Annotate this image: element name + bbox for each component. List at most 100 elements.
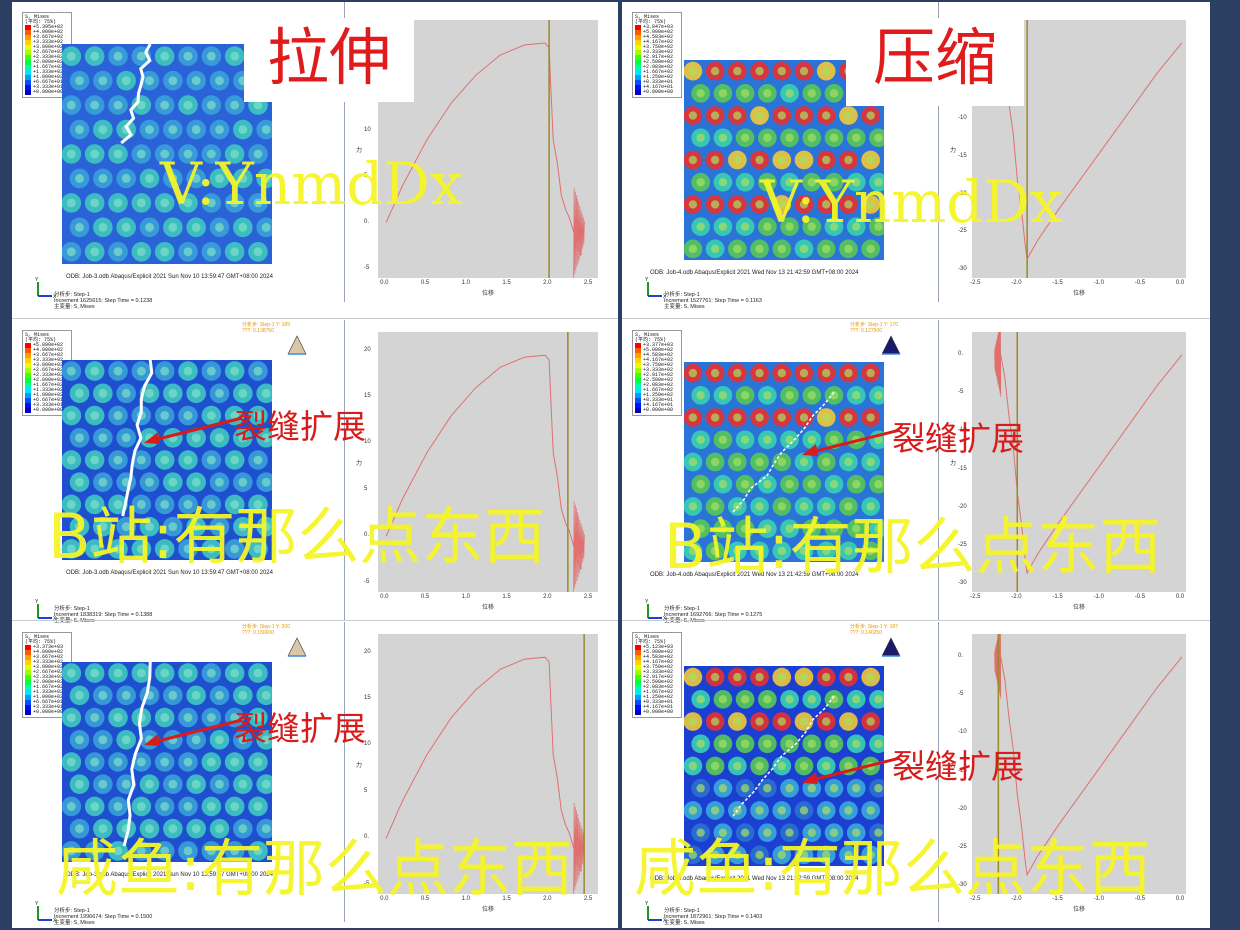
- legend-value: +3.847e+03: [643, 24, 674, 31]
- legend-row: +3.333e+02: [25, 358, 69, 364]
- view-cube-icon[interactable]: [286, 334, 308, 356]
- x-tick-label: 1.5: [502, 594, 511, 600]
- legend-row: +2.083e+02: [635, 684, 679, 691]
- legend-title: S, Mises: [25, 14, 50, 20]
- y-tick-label: -15: [958, 767, 967, 774]
- legend-swatch: [25, 645, 31, 651]
- step-info-line: 主变量: S, Mises: [664, 920, 705, 926]
- step-tag: 分析步: Step-1 Y: 189???: 0.138750: [242, 322, 290, 334]
- svg-text:Y: Y: [35, 901, 39, 907]
- y-tick-label: 0.: [364, 532, 370, 539]
- y-tick-label: -5: [364, 578, 370, 585]
- x-tick-label: -0.5: [1134, 280, 1146, 286]
- x-tick-label: -1.0: [1093, 280, 1104, 286]
- legend-value: +2.000e+02: [33, 377, 64, 384]
- legend-title: S, Mises: [25, 332, 50, 338]
- legend-row: +1.667e+02: [25, 64, 69, 71]
- y-tick-label: 0.: [958, 652, 964, 659]
- step-tag-line: 分析步: Step-1 Y: 170: [850, 322, 898, 328]
- step-info-line: 分析步: Step-1: [664, 908, 700, 914]
- crack-annotation: 裂缝扩展: [892, 747, 1024, 786]
- legend-value: +2.000e+02: [33, 679, 64, 686]
- x-tick-label: -1.0: [1093, 594, 1104, 600]
- legend-swatch: [25, 710, 31, 716]
- legend-swatch: [25, 45, 31, 51]
- step-tag-line: ???: 0.140250: [850, 630, 882, 636]
- legend-value: +2.500e+02: [643, 59, 674, 66]
- stress-legend: S, Mises (平均: 75%) +3.847e+03 +5.000e+02 +4.…: [632, 12, 682, 99]
- legend-value: +2.333e+02: [33, 372, 64, 379]
- crack-path: [732, 391, 835, 513]
- legend-value: +2.083e+02: [643, 684, 674, 691]
- svg-text:X: X: [53, 918, 57, 924]
- legend-value: +2.667e+02: [33, 49, 64, 56]
- legend-swatch: [635, 690, 641, 696]
- legend-row: +0.000e+00: [635, 90, 679, 96]
- legend-row: +5.000e+02: [635, 348, 679, 354]
- legend-swatch: [635, 403, 641, 409]
- legend-value: +2.667e+02: [33, 669, 64, 676]
- legend-swatch: [635, 378, 641, 384]
- legend-value: +3.667e+02: [33, 654, 64, 661]
- legend-value: +1.667e+02: [33, 64, 64, 71]
- stress-legend: S, Mises (平均: 75%) +5.395e+02 +4.000e+02 +3.…: [22, 12, 72, 99]
- legend-row: +3.333e+02: [25, 660, 69, 666]
- x-tick-label: 0.0: [1175, 280, 1185, 286]
- x-tick-label: -1.5: [1052, 280, 1063, 286]
- stress-contour-plot: [62, 360, 272, 560]
- view-cube-icon[interactable]: [286, 636, 308, 658]
- legend-value: +5.000e+02: [643, 649, 674, 656]
- x-tick-label: 1.0: [461, 280, 470, 286]
- x-axis-label: 位移: [1073, 291, 1086, 297]
- step-info-line: Increment 1872961: Step Time = 0.1403: [664, 914, 763, 920]
- step-info-line: 主变量: S, Mises: [664, 304, 705, 310]
- legend-row: +3.000e+02: [25, 665, 69, 671]
- legend-row: +2.917e+02: [635, 675, 679, 681]
- view-cube-icon[interactable]: [880, 636, 902, 658]
- crack-path: [120, 44, 152, 145]
- compression-column: S, Mises (平均: 75%) +3.847e+03 +5.000e+02 +4.…: [622, 2, 1210, 928]
- view-cube-icon[interactable]: [880, 334, 902, 356]
- legend-swatch: [635, 348, 641, 354]
- oscillation-trace: [573, 187, 585, 279]
- svg-text:Y: Y: [645, 277, 649, 283]
- panel-separator: [622, 620, 1210, 621]
- oscillation-trace: [573, 802, 585, 895]
- legend-swatch: [635, 680, 641, 686]
- stress-contour-plot: [62, 662, 272, 862]
- x-tick-label: -2.0: [1011, 594, 1022, 600]
- legend-swatch: [25, 358, 31, 364]
- legend-swatch: [25, 80, 31, 86]
- legend-value: +3.333e+01: [33, 84, 64, 91]
- legend-swatch: [25, 60, 31, 66]
- axis-triad-icon: YX: [35, 599, 57, 622]
- legend-swatch: [635, 655, 641, 661]
- y-tick-label: 0.: [364, 834, 370, 841]
- legend-row: +5.000e+02: [635, 649, 679, 656]
- legend-swatch: [25, 408, 31, 414]
- legend-row: +3.667e+02: [25, 35, 69, 41]
- legend-value: +0.000e+00: [643, 407, 674, 414]
- axis-triad-icon: YX: [645, 901, 667, 924]
- legend-swatch: [635, 90, 641, 96]
- legend-swatch: [635, 75, 641, 81]
- legend-row: +6.667e+01: [25, 398, 69, 404]
- legend-value: +3.377e+03: [643, 342, 674, 349]
- stress-contour-plot: [684, 362, 884, 562]
- force-curve: [385, 656, 583, 872]
- y-tick-label: -20: [958, 190, 967, 197]
- legend-subtitle: (平均: 75%): [635, 337, 667, 344]
- y-tick-label: -20: [958, 805, 967, 812]
- x-tick-label: -1.5: [1052, 594, 1063, 600]
- legend-value: +2.917e+02: [643, 54, 674, 61]
- compression-title: 压缩: [846, 18, 1024, 106]
- annotation-arrow-icon: [802, 756, 901, 784]
- chart-plot-area: [378, 332, 598, 593]
- y-tick-label: -5: [958, 389, 964, 396]
- legend-row: +4.167e+01: [635, 85, 679, 91]
- step-info-line: Increment 1527761: Step Time = 0.1163: [664, 298, 762, 304]
- chart-plot-area: [972, 322, 1186, 592]
- legend-swatch: [635, 358, 641, 364]
- y-tick-label: 5: [364, 172, 368, 179]
- oscillation-trace: [994, 322, 1002, 398]
